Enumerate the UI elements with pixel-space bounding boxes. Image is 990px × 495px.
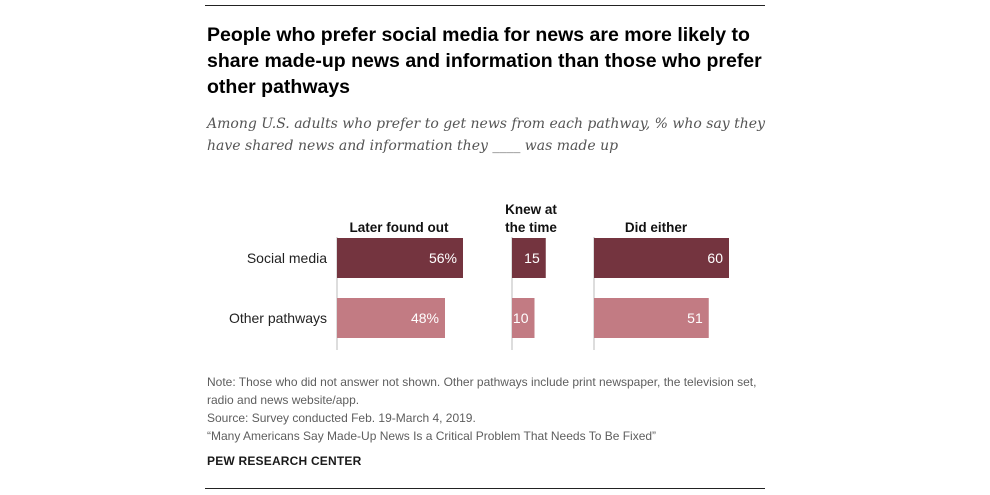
pew-logo-text: PEW RESEARCH CENTER [207,454,362,468]
bar-did-either-social-media [594,238,729,278]
note-text: Note: Those who did not answer not shown… [207,375,757,407]
bottom-rule [205,488,765,489]
bar-did-either-other-pathways [594,298,709,338]
report-title: “Many Americans Say Made-Up News Is a Cr… [207,429,657,443]
category-label-social-media: Social media [247,250,327,266]
bar-knew-at-the-time-social-media [512,238,546,278]
bar-knew-at-the-time-other-pathways [512,298,535,338]
data-label-later-found-out-other-pathways: 48% [411,310,439,326]
series-header-knew-at-the-time-line-1: Knew at [505,202,557,217]
bar-later-found-out-other-pathways [337,298,445,338]
source-text: Source: Survey conducted Feb. 19-March 4… [207,411,476,425]
data-label-did-either-social-media: 60 [707,250,723,266]
data-label-later-found-out-social-media: 56% [429,250,457,266]
chart-title: People who prefer social media for news … [207,24,762,98]
series-header-knew-at-the-time-line-2: the time [505,220,557,235]
top-rule [205,5,765,6]
data-label-knew-at-the-time-other-pathways: 10 [513,310,529,326]
chart-subtitle: Among U.S. adults who prefer to get news… [207,116,765,154]
data-label-knew-at-the-time-social-media: 15 [524,250,540,266]
category-label-other-pathways: Other pathways [229,310,327,326]
series-header-later-found-out: Later found out [350,220,449,235]
data-label-did-either-other-pathways: 51 [687,310,703,326]
series-header-did-either: Did either [625,220,688,235]
bar-later-found-out-social-media [337,238,463,278]
